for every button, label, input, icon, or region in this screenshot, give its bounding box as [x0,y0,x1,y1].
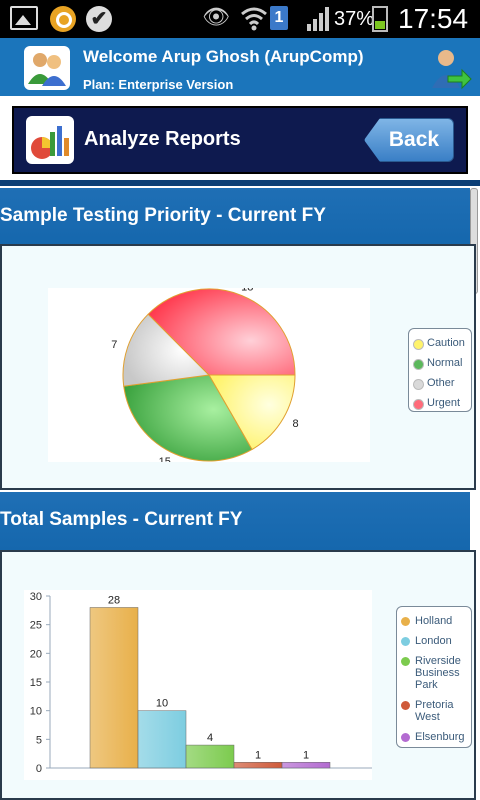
y-tick-label: 15 [30,677,42,689]
section-title-total: Total Samples - Current FY [0,492,470,550]
legend-swatch [413,339,424,350]
gallery-icon [10,6,38,30]
legend-swatch [401,617,410,626]
signal-icon [306,6,332,37]
legend-swatch [413,399,424,410]
bar-holland[interactable] [89,607,139,769]
pie-data-label: 15 [159,456,171,462]
plan-label: Plan: Enterprise Version [83,77,234,92]
bar-chart: 0 5 10 15 20 25 30 28 10 4 1 1 [30,591,372,775]
pie-data-label: 8 [293,418,299,430]
app-header: Welcome Arup Ghosh (ArupComp) Plan: Ente… [0,38,480,96]
reports-chart-icon [26,116,74,164]
bar-chart-area: 0 5 10 15 20 25 30 28 10 4 1 1 [24,590,372,780]
bar-elsenburg[interactable] [281,762,331,769]
y-tick-label: 25 [30,620,42,632]
pie-legend: Caution Normal Other Urgent [408,328,472,412]
legend-label: Urgent [427,397,461,409]
legend-label: Riverside Business Park [415,655,461,691]
y-tick-label: 5 [36,734,42,746]
clock: 17:54 [398,3,469,34]
battery-percent: 37% [334,8,375,30]
divider [0,180,480,186]
bar-pretoria-west[interactable] [233,762,283,769]
priority-chart-panel: 8 15 7 18 Caution Normal Other Urgent [0,244,476,490]
bar-data-label: 1 [303,749,309,761]
section-title-text: Sample Testing Priority - Current FY [0,205,326,226]
users-icon [24,46,70,90]
check-notification-icon: ✔ [86,6,112,32]
pie-slice-urgent[interactable] [147,288,296,376]
legend-label: Caution [427,337,465,349]
legend-swatch [401,657,410,666]
welcome-title: Welcome Arup Ghosh (ArupComp) [83,47,364,66]
pie-slice-other[interactable] [122,313,211,387]
legend-label: Pretoria West [415,699,454,723]
bar-data-label: 4 [207,732,213,744]
bar-london[interactable] [137,710,187,769]
total-samples-panel: 0 5 10 15 20 25 30 28 10 4 1 1 Holland London Riversi… [0,550,476,800]
legend-swatch [401,701,410,710]
status-bar: ✔ 👁 1 37% 17:54 [0,0,480,38]
bar-legend: Holland London Riverside Business Park Pret… [396,606,472,748]
pie-chart-area: 8 15 7 18 [48,281,370,468]
bar-riverside-business-park[interactable] [185,744,235,769]
eye-icon: 👁 [202,4,230,29]
back-button[interactable]: Back [364,118,454,162]
legend-swatch [401,637,410,646]
pie-chart: 8 15 7 18 [111,281,299,468]
section-title-priority: Sample Testing Priority - Current FY [0,188,470,246]
legend-swatch [401,733,410,742]
legend-label: London [415,635,452,647]
legend-swatch [413,379,424,390]
legend-label: Elsenburg [415,731,465,743]
bar-data-label: 28 [108,594,120,606]
legend-label: Other [427,377,455,389]
legend-label: Holland [415,615,453,627]
y-tick-label: 10 [30,706,42,718]
logout-user-icon[interactable] [428,46,472,90]
pie-data-label: 7 [111,339,117,351]
y-tick-label: 0 [36,763,42,775]
y-tick-label: 30 [30,591,42,603]
battery-icon [372,6,388,32]
page-title: Analyze Reports [84,128,241,150]
legend-label: Normal [427,357,463,369]
pie-data-label: 18 [241,288,253,293]
bar-data-label: 1 [255,749,261,761]
pie-slice-caution[interactable] [208,374,296,451]
sim-icon: 1 [270,6,288,30]
section-title-text: Total Samples - Current FY [0,509,243,530]
bar-data-label: 10 [156,698,168,710]
pie-slice-normal[interactable] [123,374,253,462]
legend-swatch [413,359,424,370]
wifi-icon [240,4,268,37]
analyze-reports-bar: Analyze Reports Back [12,106,468,174]
y-tick-label: 20 [30,648,42,660]
app-notification-icon [50,6,76,32]
